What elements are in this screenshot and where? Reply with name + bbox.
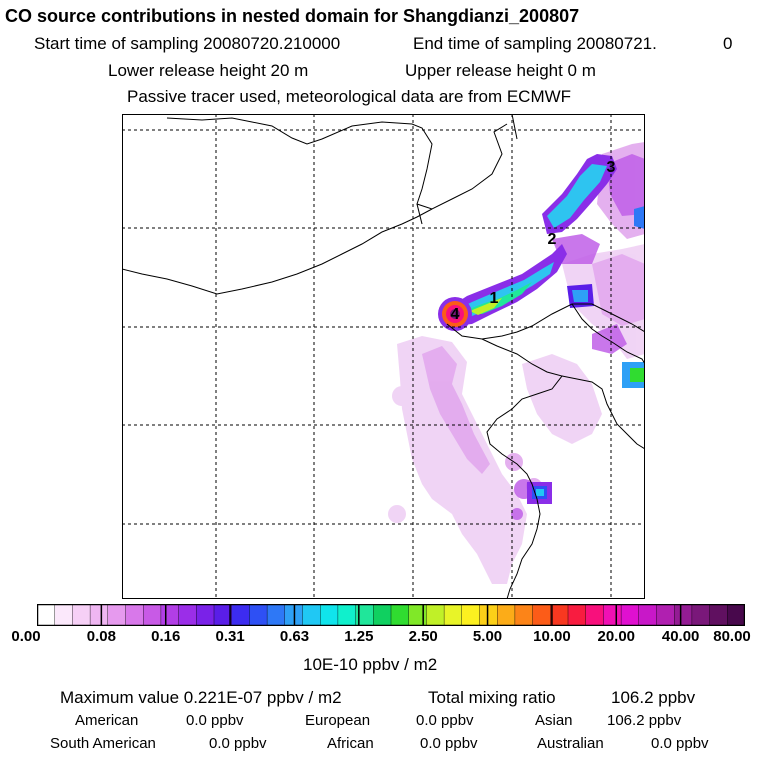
colorbar-cell	[390, 604, 410, 626]
colorbar-cell	[691, 604, 711, 626]
tick-label: 0.31	[215, 628, 245, 645]
tick-label: 0.00	[11, 628, 41, 645]
colorbar-cell	[302, 604, 321, 626]
asian-label: Asian	[535, 712, 573, 729]
colorbar-cell	[231, 604, 251, 626]
colorbar-cell	[497, 604, 516, 626]
marker-4: 4	[451, 306, 460, 323]
colorbar-cell	[178, 604, 198, 626]
colorbar-border	[37, 604, 745, 626]
colorbar-cell	[196, 604, 215, 626]
max-value-label: Maximum value 0.221E-07 ppbv / m2	[60, 688, 342, 707]
colorbar-cell	[603, 604, 622, 626]
map-panel: 1 2 3 4	[122, 114, 645, 599]
lower-release-height: Lower release height 20 m	[108, 61, 309, 80]
colorbar-cell	[550, 604, 569, 626]
tick-label: 0.08	[86, 628, 116, 645]
colorbar-cell	[638, 604, 658, 626]
colorbar-cell	[656, 604, 675, 626]
asian-value: 106.2 ppbv	[607, 712, 682, 729]
total-mixing-value: 106.2 ppbv	[611, 688, 696, 707]
tick-label: 2.50	[408, 628, 438, 645]
american-value: 0.0 ppbv	[186, 712, 244, 729]
tick-label: 40.00	[661, 628, 700, 645]
colorbar-cell	[107, 604, 127, 626]
australian-label: Australian	[537, 735, 604, 752]
tick-label: 0.16	[151, 628, 181, 645]
colorbar-cell	[125, 604, 144, 626]
colorbar-cell	[160, 604, 180, 626]
colorbar-cell	[479, 604, 498, 626]
colorbar-cell	[461, 604, 481, 626]
tick-label: 5.00	[472, 628, 503, 645]
end-time-label: End time of sampling 20080721.	[413, 34, 657, 53]
southern-hotspot	[527, 482, 552, 504]
peak-hotspot	[438, 297, 472, 331]
colorbar-cell	[532, 604, 552, 626]
colorbar-cell	[514, 604, 534, 626]
colorbar	[37, 604, 745, 626]
colorbar-cell	[373, 604, 392, 626]
upper-release-height: Upper release height 0 m	[405, 61, 596, 80]
map-background	[122, 114, 645, 599]
american-label: American	[75, 712, 139, 729]
tick-label: 1.25	[344, 628, 374, 645]
colorbar-cell	[72, 604, 91, 626]
colorbar-cell	[320, 604, 339, 626]
colorbar-units: 10E-10 ppbv / m2	[303, 655, 438, 674]
map-border	[122, 114, 645, 599]
tick-label: 10.00	[533, 628, 571, 645]
colorbar-cell	[727, 604, 745, 626]
east-edge-hotspot	[622, 362, 645, 388]
tick-label: 0.63	[279, 628, 310, 645]
colorbar-cell	[89, 604, 109, 626]
start-time-label: Start time of sampling 20080720.210000	[34, 34, 341, 53]
end-time-suffix: 0	[723, 34, 733, 53]
colorbar-cell	[567, 604, 587, 626]
colorbar-cell	[620, 604, 640, 626]
concentration-field	[388, 142, 645, 584]
marker-1: 1	[490, 290, 499, 307]
colorbar-cell	[266, 604, 286, 626]
south-american-label: South American	[50, 735, 156, 752]
african-label: African	[327, 735, 374, 752]
colorbar-cell	[337, 604, 357, 626]
colorbar-cell	[54, 604, 74, 626]
colorbar-cell	[249, 604, 268, 626]
african-value: 0.0 ppbv	[420, 735, 478, 752]
map-title: CO source contributions in nested domain…	[5, 6, 580, 26]
colorbar-cell	[142, 604, 162, 626]
tick-label: 80.00	[713, 628, 751, 645]
australian-value: 0.0 ppbv	[651, 735, 709, 752]
colorbar-cell	[709, 604, 728, 626]
colorbar-cell	[585, 604, 605, 626]
colorbar-cell	[37, 604, 56, 626]
colorbar-cell	[408, 604, 428, 626]
tracer-note: Passive tracer used, meteorological data…	[127, 87, 572, 106]
coastlines	[122, 114, 645, 599]
colorbar-cell	[426, 604, 445, 626]
total-mixing-label: Total mixing ratio	[428, 688, 556, 707]
marker-2: 2	[548, 231, 557, 248]
tick-label: 20.00	[597, 628, 636, 645]
european-label: European	[305, 712, 371, 729]
south-american-value: 0.0 ppbv	[209, 735, 267, 752]
colorbar-cell	[674, 604, 693, 626]
marker-3: 3	[607, 159, 616, 176]
grid-lines	[122, 114, 645, 599]
colorbar-cell	[443, 604, 463, 626]
european-value: 0.0 ppbv	[416, 712, 474, 729]
